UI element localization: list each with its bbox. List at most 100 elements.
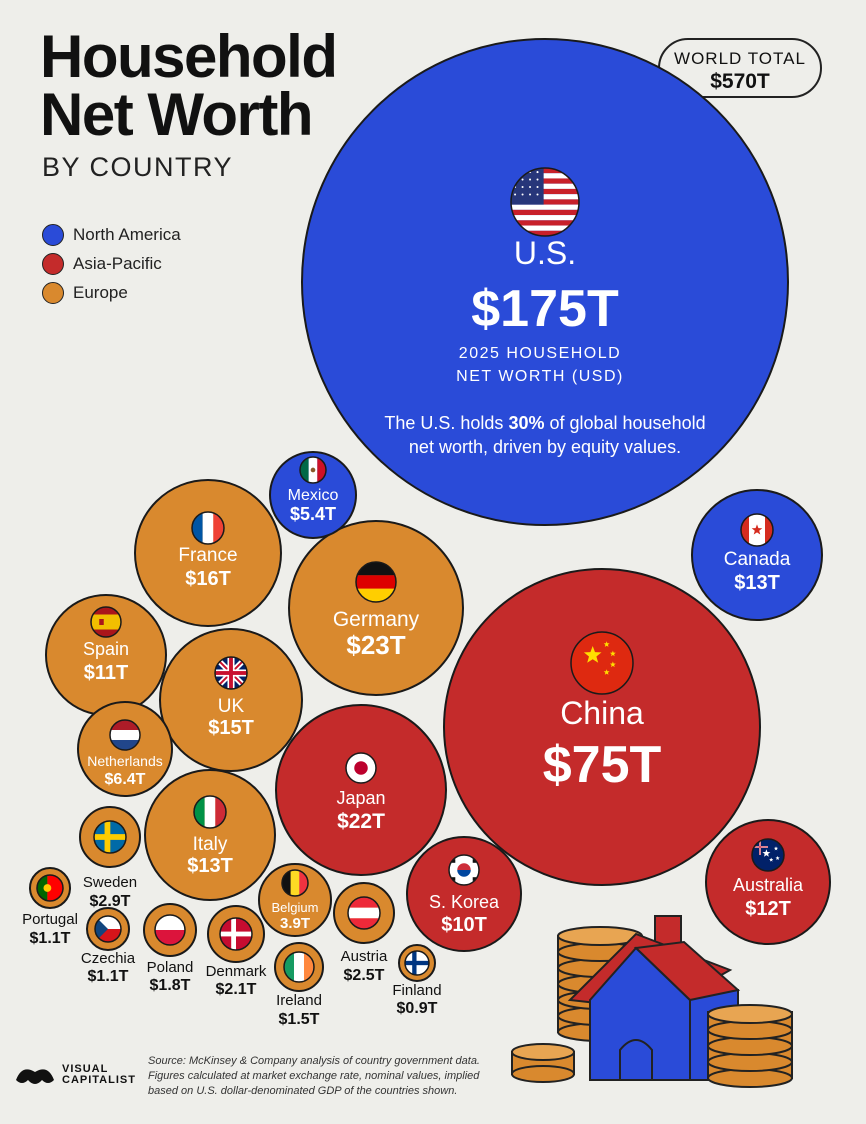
value-label: $22T bbox=[337, 810, 385, 833]
bubble-circle bbox=[705, 819, 831, 945]
spain-flag-icon bbox=[90, 606, 122, 638]
bubble-denmark: Denmark$2.1T bbox=[206, 905, 267, 998]
bubble-austria: Austria $2.5T bbox=[333, 882, 395, 984]
value-label: $6.4T bbox=[105, 771, 146, 788]
bubble-poland: Poland$1.8T bbox=[143, 903, 197, 994]
bubble-circle bbox=[443, 568, 761, 886]
austria-flag-icon bbox=[347, 896, 381, 930]
japan-flag-icon bbox=[345, 752, 377, 784]
bubble-japan: Japan$22T bbox=[275, 704, 447, 876]
value-label: $1.5T bbox=[279, 1011, 320, 1028]
world-total-badge: WORLD TOTAL $570T bbox=[658, 38, 822, 98]
bubble-czechia: Czechia$1.1T bbox=[81, 907, 136, 985]
value-label: $2.1T bbox=[216, 981, 257, 998]
us-subtitle-line-2: NET WORTH (USD) bbox=[456, 368, 624, 385]
us-flag-icon bbox=[510, 167, 580, 237]
bubble-australia: Australia $12T bbox=[705, 819, 831, 945]
legend-swatch-north-america bbox=[42, 223, 64, 246]
country-label: Germany bbox=[333, 608, 420, 631]
value-label: $2.9T bbox=[90, 893, 131, 910]
belgium-flag-icon bbox=[281, 869, 309, 897]
logo-text: VISUAL CAPITALIST bbox=[62, 1064, 136, 1086]
title-line-1: Household bbox=[40, 23, 338, 90]
country-label: Japan bbox=[336, 788, 385, 808]
bubble-netherlands: Netherlands $6.4T bbox=[77, 701, 173, 797]
legend-swatch-asia-pacific bbox=[42, 252, 64, 275]
value-label: $0.9T bbox=[397, 1000, 438, 1017]
value-label: $10T bbox=[441, 914, 487, 936]
value-label: $1.1T bbox=[30, 930, 71, 947]
legend: North America Asia-Pacific Europe bbox=[42, 220, 181, 307]
logo-line-2: CAPITALIST bbox=[62, 1074, 136, 1086]
value-label: $16T bbox=[185, 568, 231, 590]
value-label: $1.1T bbox=[88, 968, 129, 985]
ireland-flag-icon bbox=[283, 951, 315, 983]
czechia-flag-icon bbox=[94, 915, 122, 943]
denmark-flag-icon bbox=[219, 917, 253, 951]
value-label: $5.4T bbox=[290, 504, 336, 524]
country-label: Austria bbox=[341, 948, 388, 965]
country-label: Belgium bbox=[272, 900, 319, 915]
country-label: Portugal bbox=[22, 911, 78, 928]
bubble-circle bbox=[144, 769, 276, 901]
source-note: Source: McKinsey & Company analysis of c… bbox=[148, 1054, 668, 1099]
netherlands-flag-icon bbox=[109, 719, 141, 751]
value-label: $1.8T bbox=[150, 977, 191, 994]
value-label: $13T bbox=[187, 855, 233, 877]
value-label: $2.5T bbox=[344, 967, 385, 984]
source-line-2: Figures calculated at market exchange ra… bbox=[148, 1070, 480, 1082]
country-label: China bbox=[560, 695, 644, 731]
bubble-germany: Germany$23T bbox=[288, 520, 464, 696]
bubble-spain: Spain $11T bbox=[45, 594, 167, 716]
country-label: Denmark bbox=[206, 963, 267, 980]
bubble-circle bbox=[406, 836, 522, 952]
bubble-canada: Canada$13T bbox=[691, 489, 823, 621]
bubble-circle bbox=[301, 38, 789, 526]
country-label: Czechia bbox=[81, 950, 136, 967]
mexico-flag-icon bbox=[299, 456, 327, 484]
us-note-line-2: net worth, driven by equity values. bbox=[409, 437, 681, 457]
value-label: $13T bbox=[734, 572, 780, 594]
france-flag-icon bbox=[191, 511, 225, 545]
bubble-uk: UK$15T bbox=[159, 628, 303, 772]
value-label: $12T bbox=[745, 898, 791, 920]
bubble-circle bbox=[258, 863, 332, 937]
value-label: 3.9T bbox=[280, 915, 310, 932]
bubble-u-s: U.S. $175T 2025 HOUSEHOLD NET WORTH (USD) Th… bbox=[301, 38, 789, 526]
country-label: U.S. bbox=[514, 235, 576, 271]
bubble-france: France$16T bbox=[134, 479, 282, 627]
bubble-circle bbox=[269, 451, 357, 539]
bubble-portugal: Portugal $1.1T bbox=[22, 867, 78, 947]
bubble-circle bbox=[288, 520, 464, 696]
country-label: Sweden bbox=[83, 874, 137, 891]
italy-flag-icon bbox=[193, 795, 227, 829]
page-subtitle: BY COUNTRY bbox=[42, 152, 234, 182]
source-line-3: based on U.S. dollar-denominated GDP of … bbox=[148, 1085, 458, 1097]
country-label: S. Korea bbox=[429, 892, 500, 912]
legend-label: Europe bbox=[73, 282, 128, 302]
bubble-china: China $75T bbox=[443, 568, 761, 886]
us-note-line-1: The U.S. holds 30% of global household bbox=[384, 413, 705, 433]
portugal-flag-icon bbox=[36, 874, 64, 902]
country-label: Canada bbox=[724, 549, 791, 570]
us-subtitle-line-1: 2025 HOUSEHOLD bbox=[459, 345, 621, 362]
house-and-coins-illustration bbox=[511, 915, 793, 1088]
finland-flag-icon bbox=[404, 950, 430, 976]
value-label: $175T bbox=[471, 280, 619, 338]
country-label: UK bbox=[218, 696, 245, 717]
visual-capitalist-logo: VISUAL CAPITALIST bbox=[14, 1062, 136, 1088]
south-korea-flag-icon bbox=[448, 854, 480, 886]
bubble-circle bbox=[159, 628, 303, 772]
coin-stack-icon bbox=[707, 1004, 793, 1088]
bubble-mexico: Mexico$5.4T bbox=[269, 451, 357, 539]
uk-flag-icon bbox=[214, 656, 248, 690]
legend-label: Asia-Pacific bbox=[73, 253, 162, 273]
country-label: Netherlands bbox=[87, 753, 163, 769]
logo-mark-icon bbox=[16, 1069, 54, 1084]
sweden-flag-icon bbox=[93, 820, 127, 854]
country-label: Poland bbox=[147, 959, 194, 976]
world-total-label: WORLD TOTAL bbox=[674, 49, 806, 68]
bubble-sweden: Sweden $2.9T bbox=[79, 806, 141, 910]
